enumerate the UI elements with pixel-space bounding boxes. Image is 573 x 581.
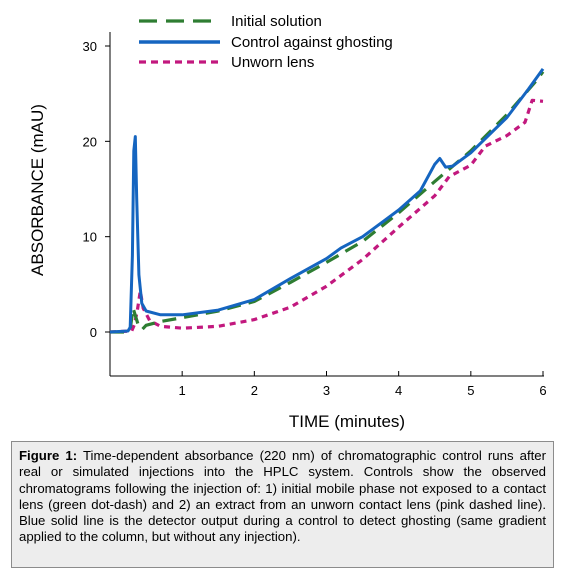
legend-label: Unworn lens xyxy=(231,54,314,71)
x-tick-label: 1 xyxy=(179,383,186,398)
figure-caption-text: Time-dependent absorbance (220 nm) of ch… xyxy=(19,448,547,545)
legend-label: Initial solution xyxy=(231,13,322,30)
chart-legend: Initial solution Control against ghosting… xyxy=(139,13,393,71)
x-tick-label: 3 xyxy=(323,383,330,398)
y-tick-label: 30 xyxy=(83,39,97,54)
x-tick-label: 6 xyxy=(539,383,546,398)
x-axis-title: TIME (minutes) xyxy=(289,412,405,431)
chromatogram-chart: 0 10 20 30 1 2 3 4 5 6 Initial solution Control ag… xyxy=(28,13,547,431)
series-line-unworn-lens xyxy=(109,98,544,334)
y-tick-label: 0 xyxy=(90,325,97,340)
figure-caption-label: Figure 1: xyxy=(19,448,78,463)
series-line-control-against-ghosting xyxy=(109,68,545,334)
y-tick-label: 20 xyxy=(83,134,97,149)
x-tick-label: 2 xyxy=(251,383,258,398)
y-tick-label: 10 xyxy=(83,230,97,245)
series-line-initial-solution xyxy=(110,70,545,334)
chart-axes: 0 10 20 30 1 2 3 4 5 6 xyxy=(83,32,547,398)
figure-caption: Figure 1: Time-dependent absorbance (220… xyxy=(11,441,554,568)
legend-label: Control against ghosting xyxy=(231,34,393,51)
x-tick-label: 5 xyxy=(467,383,474,398)
x-tick-label: 4 xyxy=(395,383,402,398)
series-layer xyxy=(109,68,545,334)
y-axis-title: ABSORBANCE (mAU) xyxy=(28,104,47,276)
